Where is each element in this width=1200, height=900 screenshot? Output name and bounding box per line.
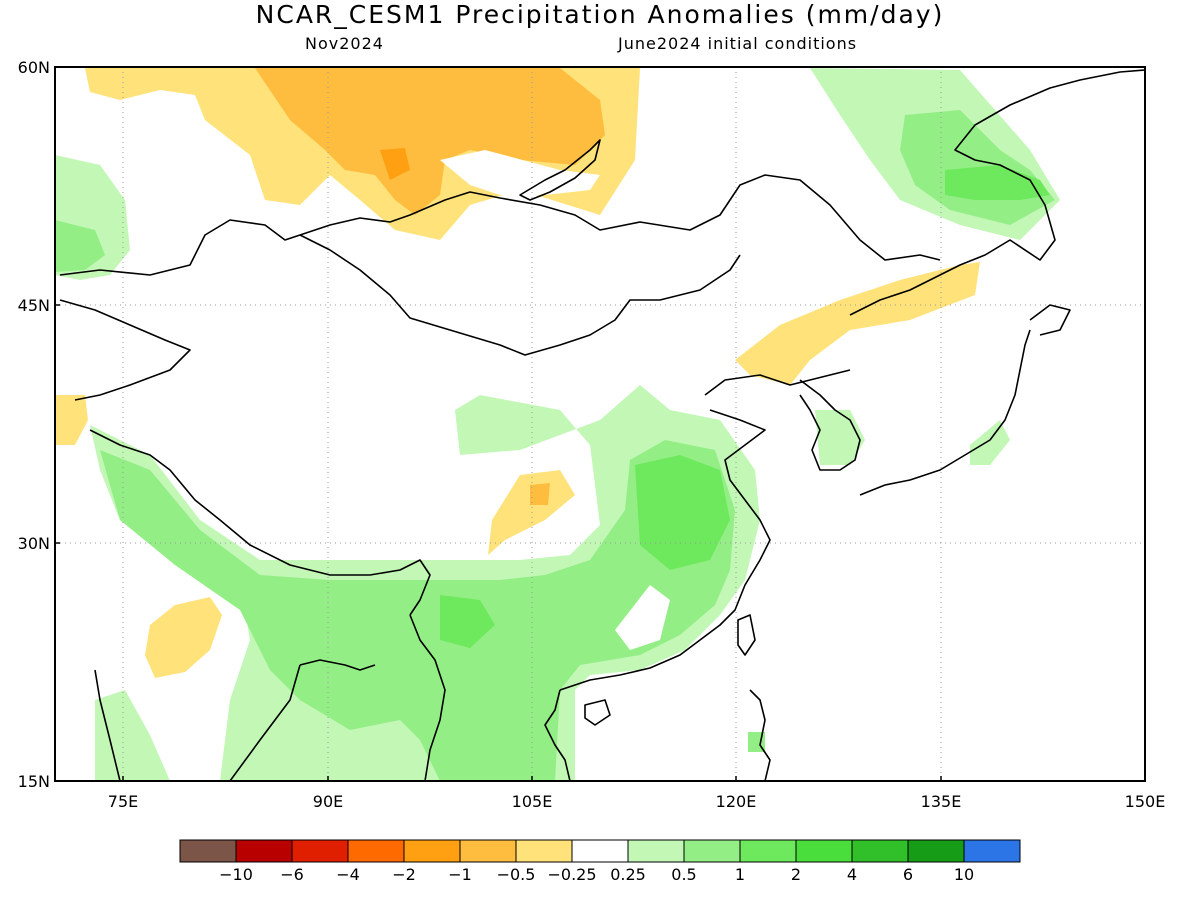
colorbar-swatch: [179, 839, 237, 863]
colorbar-swatch: [403, 839, 461, 863]
colorbar-label: −0.5: [497, 865, 536, 884]
japan-hokkaido: [1029, 304, 1071, 336]
hainan: [584, 699, 611, 726]
taiwan: [737, 614, 756, 656]
colorbar-swatch: [627, 839, 685, 863]
colorbar-swatch: [515, 839, 573, 863]
moderate-dry-central-china: [530, 483, 550, 505]
myanmar-border: [409, 614, 446, 781]
wet-strong-far-east: [945, 165, 1050, 200]
lat-label-60n: 60N: [18, 58, 50, 77]
mongolia-russia-border: [299, 174, 941, 261]
wet-anomaly-india: [95, 690, 170, 781]
china-coast-north: [704, 369, 851, 396]
colorbar-swatch: [347, 839, 405, 863]
dry-anomaly-pakistan: [55, 395, 88, 445]
colorbar-swatch: [739, 839, 797, 863]
dry-hole-baikal: [440, 150, 600, 195]
target-month: Nov2024: [305, 34, 384, 53]
india-coast: [94, 669, 121, 781]
colorbar-label: 0.5: [671, 865, 696, 884]
strong-dry-core: [380, 148, 410, 180]
colorbar-label: 10: [954, 865, 974, 884]
shandong-coast: [559, 409, 771, 691]
lon-label-150e: 150E: [1125, 792, 1166, 811]
coastlines-borders: [59, 69, 1145, 781]
lon-label-105e: 105E: [512, 792, 553, 811]
philippines: [749, 689, 771, 781]
wet-anomaly-japan: [970, 420, 1010, 465]
wet-core-south-china: [100, 440, 735, 781]
himalaya-border: [89, 429, 431, 616]
chart-title: NCAR_CESM1 Precipitation Anomalies (mm/d…: [255, 0, 945, 29]
lon-label-75e: 75E: [108, 792, 138, 811]
colorbar-label: −6: [280, 865, 304, 884]
lat-label-15n: 15N: [18, 772, 50, 791]
colorbar-label: −10: [219, 865, 253, 884]
colorbar-label: 1: [735, 865, 745, 884]
colorbar-swatch: [683, 839, 741, 863]
wet-strong-south-china: [635, 455, 730, 570]
colorbar-swatch: [907, 839, 965, 863]
lon-label-135e: 135E: [921, 792, 962, 811]
wet-core-kazakhstan: [55, 220, 105, 272]
colorbar: −10 −6 −4 −2 −1 −0.5 −0.25 0.25 0.5 1 2 4 6 10: [179, 839, 1021, 884]
lon-label-120e: 120E: [716, 792, 757, 811]
colorbar-label: −0.25: [547, 865, 596, 884]
plot-frame: [54, 66, 1146, 782]
colorbar-swatch: [795, 839, 853, 863]
colorbar-label: −2: [392, 865, 416, 884]
tick-marks: [55, 66, 1146, 782]
indochina-coast: [544, 689, 571, 781]
kazakhstan-border: [59, 219, 301, 276]
korea-outline: [799, 379, 861, 471]
japan-honshu: [859, 329, 1031, 496]
colorbar-label: 4: [847, 865, 857, 884]
colorbar-swatch: [291, 839, 349, 863]
anomaly-shading: [55, 68, 1060, 781]
colorbar-swatch: [963, 839, 1021, 863]
wet-anomaly-korea: [815, 410, 865, 465]
lon-labels: 75E 90E 105E 120E 135E 150E: [108, 792, 1166, 811]
lat-labels: 60N 45N 30N 15N: [18, 58, 50, 791]
mongolia-china-border: [299, 234, 741, 356]
wet-strong-yunnan: [440, 595, 495, 648]
colorbar-swatch: [851, 839, 909, 863]
moderate-dry-siberia: [255, 68, 605, 215]
colorbar-swatch: [571, 839, 629, 863]
dry-anomaly-manchuria: [735, 262, 980, 385]
colorbar-swatch: [235, 839, 293, 863]
colorbar-label: 6: [903, 865, 913, 884]
arctic-east-coast: [849, 69, 1145, 316]
lat-label-30n: 30N: [18, 534, 50, 553]
colorbar-label: −1: [448, 865, 472, 884]
bangladesh-coast: [299, 659, 376, 671]
colorbar-label: 0.25: [610, 865, 646, 884]
dry-anomaly-india: [145, 597, 222, 678]
colorbar-label: −4: [336, 865, 360, 884]
china-west-border: [59, 299, 191, 401]
initial-conditions: June2024 initial conditions: [618, 34, 858, 53]
colorbar-label: 2: [791, 865, 801, 884]
lon-label-90e: 90E: [313, 792, 343, 811]
colorbar-swatch: [459, 839, 517, 863]
wet-hole-southeast: [615, 585, 670, 650]
baikal-lake: [519, 139, 601, 201]
bay-bengal-coast: [229, 664, 301, 781]
lat-label-45n: 45N: [18, 296, 50, 315]
